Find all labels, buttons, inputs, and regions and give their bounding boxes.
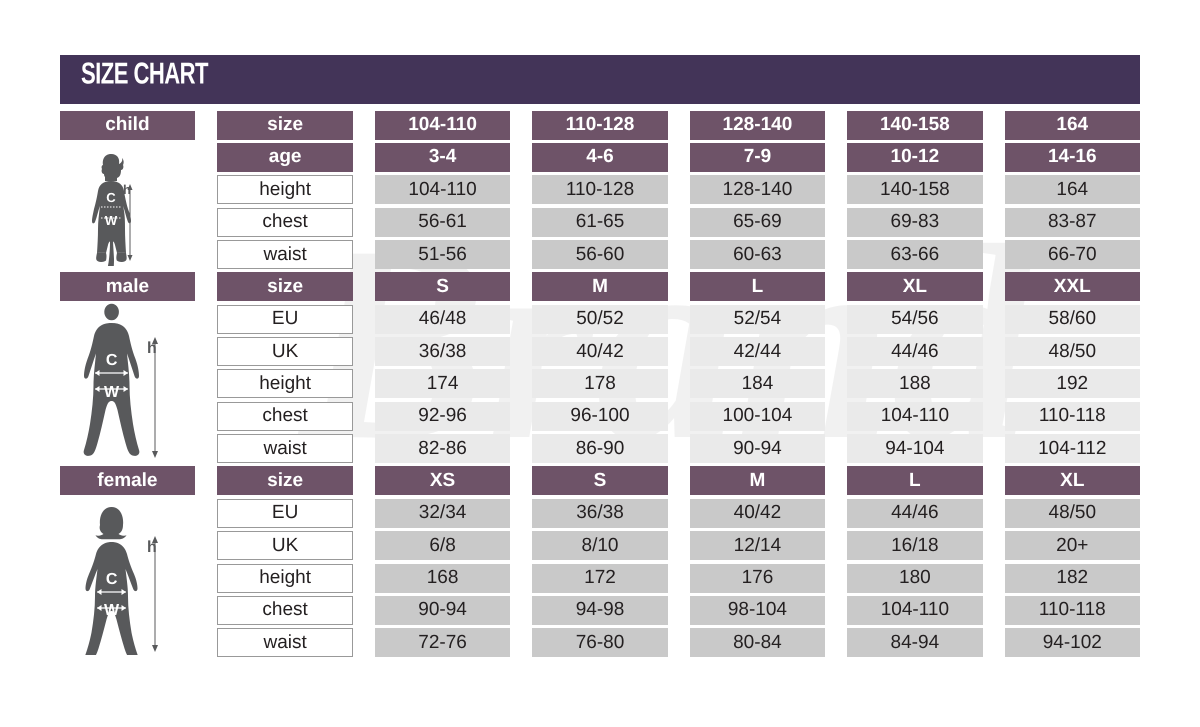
svg-text:W: W: [104, 384, 120, 401]
svg-text:W: W: [104, 602, 120, 619]
svg-text:C: C: [106, 190, 116, 205]
svg-text:C: C: [106, 571, 118, 588]
svg-text:C: C: [106, 352, 118, 369]
svg-text:W: W: [105, 213, 118, 228]
